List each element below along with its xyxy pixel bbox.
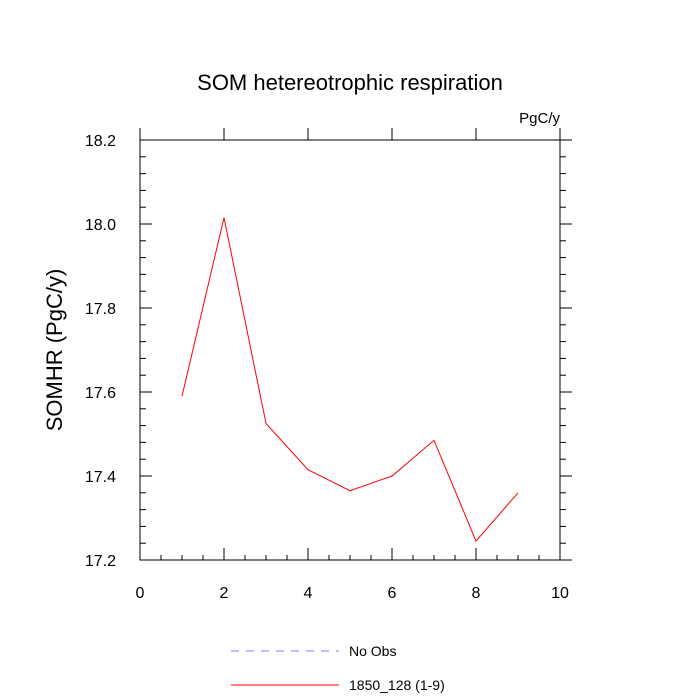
axis-ticks xyxy=(139,128,572,561)
y-tick-label: 17.8 xyxy=(85,301,116,318)
chart-title: SOM hetereotrophic respiration xyxy=(197,70,503,95)
x-tick-label: 4 xyxy=(304,585,313,602)
plot-frame xyxy=(139,139,561,561)
x-tick-label: 10 xyxy=(551,585,569,602)
legend-label: 1850_128 (1-9) xyxy=(349,677,445,693)
y-axis-label: SOMHR (PgC/y) xyxy=(42,269,67,432)
x-tick-label: 2 xyxy=(220,585,229,602)
axis-tick-labels: 0 2 4 6 8 10 17.2 17.4 17.6 17.8 18.0 18.2 xyxy=(85,133,569,602)
units-label: PgC/y xyxy=(519,110,560,127)
legend-label: No Obs xyxy=(349,643,396,659)
x-tick-label: 6 xyxy=(388,585,397,602)
y-tick-label: 17.4 xyxy=(85,469,116,486)
series-line xyxy=(181,217,519,543)
y-tick-label: 17.6 xyxy=(85,385,116,402)
x-tick-label: 8 xyxy=(472,585,481,602)
legend: No Obs 1850_128 (1-9) xyxy=(231,643,445,693)
y-tick-label: 17.2 xyxy=(85,553,116,570)
series-layer xyxy=(181,217,519,543)
y-tick-label: 18.0 xyxy=(85,217,116,234)
x-tick-label: 0 xyxy=(136,585,145,602)
y-tick-label: 18.2 xyxy=(85,133,116,150)
